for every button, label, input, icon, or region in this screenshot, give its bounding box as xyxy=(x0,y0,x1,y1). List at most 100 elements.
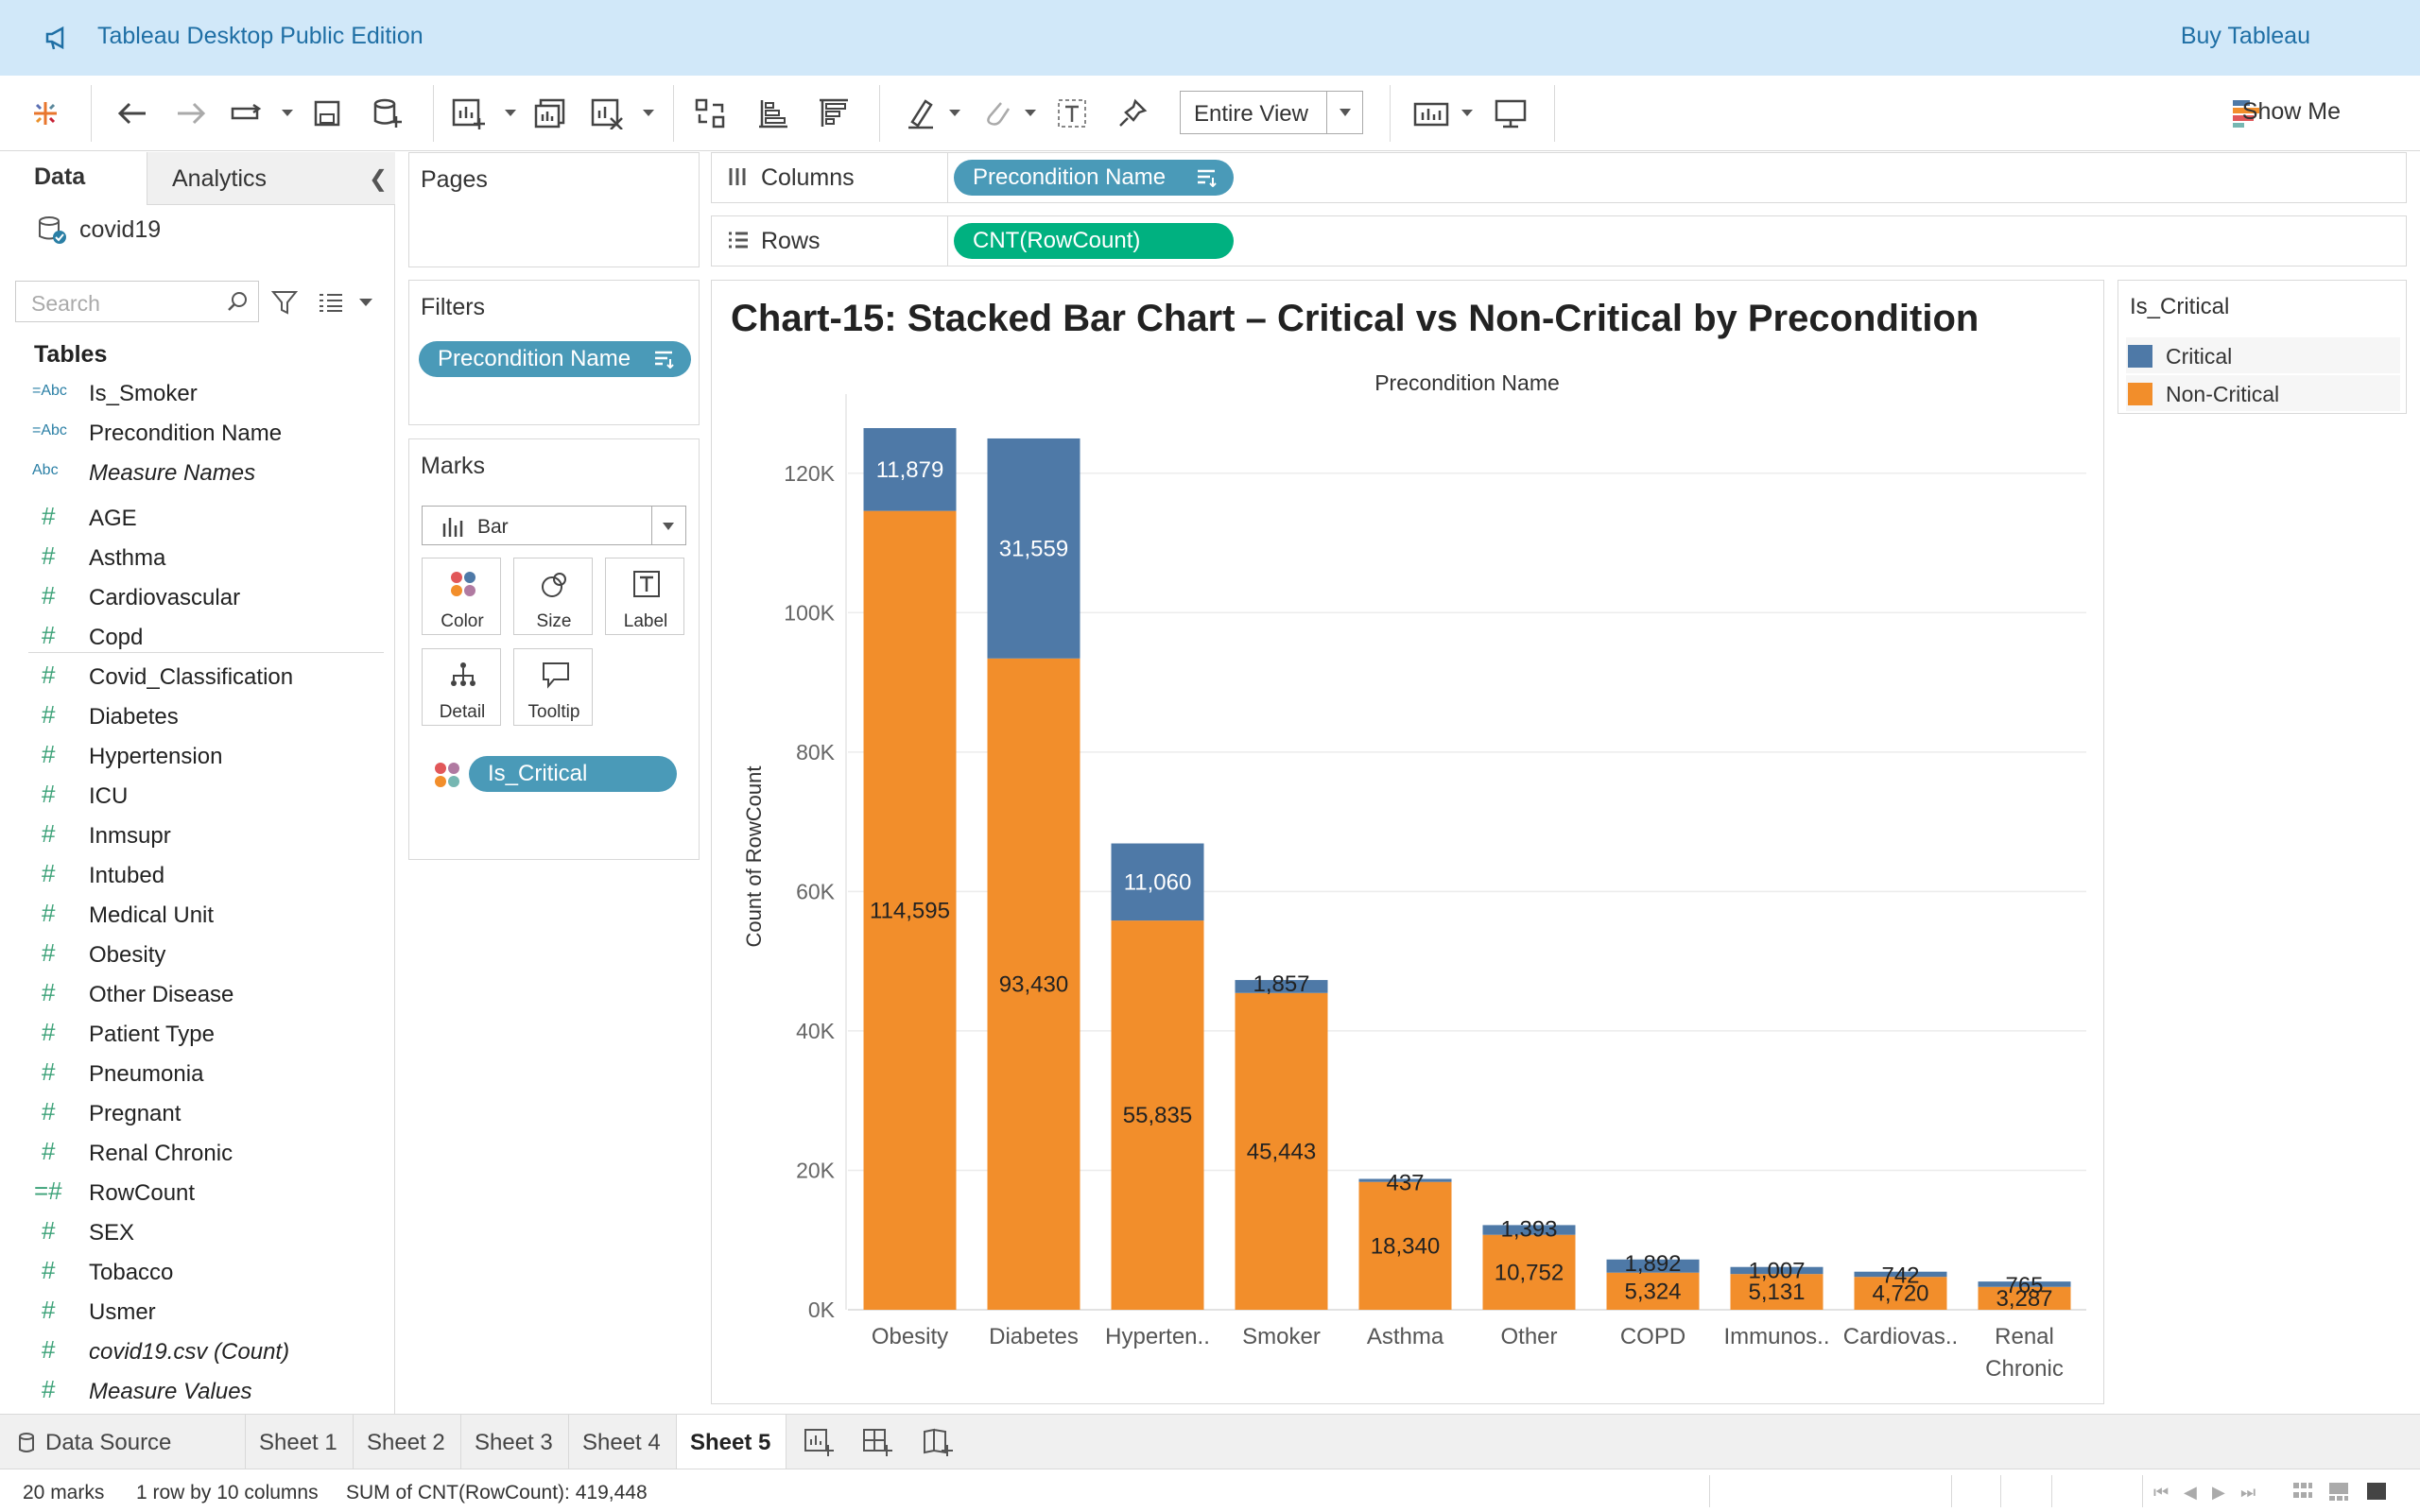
legend-item-non-critical[interactable]: Non-Critical xyxy=(2126,375,2400,411)
field-item[interactable]: # Other Disease xyxy=(0,976,395,1016)
tab-sheet-4[interactable]: Sheet 4 xyxy=(569,1415,677,1469)
field-item[interactable]: # Medical Unit xyxy=(0,897,395,936)
field-item[interactable]: # Obesity xyxy=(0,936,395,976)
field-item[interactable]: # ICU xyxy=(0,778,395,817)
tab-data-source[interactable]: Data Source xyxy=(0,1415,246,1469)
rows-pill-cnt-rowcount[interactable]: CNT(RowCount) xyxy=(954,223,1234,259)
field-name: Is_Smoker xyxy=(89,381,198,406)
swap-rows-columns-icon[interactable] xyxy=(690,93,732,134)
field-item[interactable]: =Abc Precondition Name xyxy=(0,415,395,455)
previous-page-icon[interactable]: ◀ xyxy=(2184,1483,2197,1502)
field-item[interactable]: Abc Measure Names xyxy=(0,455,395,494)
legend-item-critical[interactable]: Critical xyxy=(2126,337,2400,373)
rows-shelf[interactable]: Rows CNT(RowCount) xyxy=(711,215,2407,266)
field-item[interactable]: # Cardiovascular xyxy=(0,579,395,619)
filter-icon[interactable] xyxy=(270,288,299,317)
sort-descending-icon[interactable] xyxy=(813,93,855,134)
status-dimensions: 1 row by 10 columns xyxy=(136,1482,319,1503)
columns-pill-precondition-name[interactable]: Precondition Name xyxy=(954,160,1234,196)
show-cards-icon[interactable] xyxy=(1410,93,1452,134)
undo-icon[interactable] xyxy=(112,93,153,134)
field-item[interactable]: # Covid_Classification xyxy=(0,659,395,698)
tab-sheet-2[interactable]: Sheet 2 xyxy=(354,1415,461,1469)
columns-icon xyxy=(729,168,746,185)
presentation-mode-icon[interactable] xyxy=(1490,93,1531,134)
tab-sheet-3[interactable]: Sheet 3 xyxy=(461,1415,569,1469)
field-item[interactable]: # Pregnant xyxy=(0,1095,395,1135)
show-me-icon[interactable] xyxy=(2231,98,2263,129)
tab-sheet-1[interactable]: Sheet 1 xyxy=(246,1415,354,1469)
tab-data[interactable]: Data xyxy=(0,152,147,205)
color-icon xyxy=(451,572,475,596)
tableau-logo-icon[interactable] xyxy=(25,93,66,134)
field-item[interactable]: # Inmsupr xyxy=(0,817,395,857)
group-members-icon[interactable] xyxy=(976,93,1017,134)
filters-shelf[interactable]: Filters Precondition Name xyxy=(408,280,700,425)
field-item[interactable]: # covid19.csv (Count) xyxy=(0,1333,395,1373)
tab-sheet-5[interactable]: Sheet 5 xyxy=(677,1415,786,1469)
new-worksheet-icon[interactable] xyxy=(804,1428,834,1456)
color-button[interactable]: Color xyxy=(422,558,501,635)
buy-tableau-link[interactable]: Buy Tableau xyxy=(2180,23,2310,49)
bar-chart-icon xyxy=(442,518,463,537)
pages-shelf[interactable]: Pages xyxy=(408,152,700,267)
search-field[interactable]: Search xyxy=(15,281,259,322)
columns-shelf[interactable]: Columns Precondition Name xyxy=(711,152,2407,203)
field-item[interactable]: # Diabetes xyxy=(0,698,395,738)
last-page-icon[interactable]: ⏭ xyxy=(2240,1483,2256,1502)
tab-analytics[interactable]: Analytics xyxy=(147,152,395,205)
field-item[interactable]: # Intubed xyxy=(0,857,395,897)
collapse-pane-icon[interactable]: ❮ xyxy=(369,166,389,192)
field-item[interactable]: # Hypertension xyxy=(0,738,395,778)
field-item[interactable]: # SEX xyxy=(0,1214,395,1254)
next-page-icon[interactable]: ▶ xyxy=(2212,1483,2225,1502)
field-item[interactable]: # Measure Values xyxy=(0,1373,395,1413)
redo-icon[interactable] xyxy=(170,93,212,134)
new-story-icon[interactable] xyxy=(923,1428,953,1456)
detail-button[interactable]: Detail xyxy=(422,648,501,726)
highlight-icon[interactable] xyxy=(900,93,942,134)
field-item[interactable]: # Pneumonia xyxy=(0,1056,395,1095)
field-item[interactable]: # Patient Type xyxy=(0,1016,395,1056)
field-item[interactable]: # Asthma xyxy=(0,540,395,579)
pin-icon[interactable] xyxy=(1112,93,1153,134)
show-mark-labels-icon[interactable] xyxy=(1051,93,1093,134)
tooltip-button[interactable]: Tooltip xyxy=(513,648,593,726)
fit-view-select[interactable]: Entire View xyxy=(1180,91,1363,134)
filter-pill-precondition-name[interactable]: Precondition Name xyxy=(419,341,691,377)
show-me-button[interactable]: Show Me xyxy=(2241,98,2341,125)
field-item[interactable]: =Abc Is_Smoker xyxy=(0,375,395,415)
datasource-name[interactable]: covid19 xyxy=(79,216,162,243)
marks-pill-is-critical[interactable]: Is_Critical xyxy=(469,756,677,792)
size-button[interactable]: Size xyxy=(513,558,593,635)
bar-critical xyxy=(1730,1266,1824,1275)
columns-pill-label: Precondition Name xyxy=(973,164,1167,190)
field-item[interactable]: # Copd xyxy=(0,619,395,659)
new-worksheet-icon[interactable] xyxy=(448,93,490,134)
x-tick-label: Immunos.. xyxy=(1723,1324,1829,1349)
field-item[interactable]: # AGE xyxy=(0,500,395,540)
view-list-icon[interactable] xyxy=(318,292,344,313)
duplicate-sheet-icon[interactable] xyxy=(529,93,571,134)
redo-history-icon[interactable] xyxy=(227,93,268,134)
clear-sheet-icon[interactable] xyxy=(586,93,628,134)
sort-ascending-icon[interactable] xyxy=(752,93,794,134)
field-item[interactable]: =# RowCount xyxy=(0,1175,395,1214)
chevron-down-icon[interactable] xyxy=(359,299,372,306)
field-name: Covid_Classification xyxy=(89,664,294,690)
label-button[interactable]: Label xyxy=(605,558,684,635)
field-item[interactable]: # Tobacco xyxy=(0,1254,395,1294)
field-item[interactable]: # Usmer xyxy=(0,1294,395,1333)
tab-view-icon[interactable] xyxy=(2365,1481,2388,1502)
grid-view-icon[interactable] xyxy=(2291,1481,2314,1502)
new-data-source-icon[interactable] xyxy=(367,93,408,134)
field-item[interactable]: # Renal Chronic xyxy=(0,1135,395,1175)
filmstrip-view-icon[interactable] xyxy=(2327,1481,2350,1502)
mark-type-select[interactable]: Bar xyxy=(422,506,686,545)
save-icon[interactable] xyxy=(306,93,348,134)
new-dashboard-icon[interactable] xyxy=(862,1428,892,1456)
tables-heading: Tables xyxy=(34,341,108,368)
rows-pill-label: CNT(RowCount) xyxy=(973,228,1141,253)
stacked-bar-chart[interactable]: Precondition Name Count of RowCount 0K 20K 4… xyxy=(712,281,2105,1405)
first-page-icon[interactable]: ⏮ xyxy=(2153,1483,2169,1502)
